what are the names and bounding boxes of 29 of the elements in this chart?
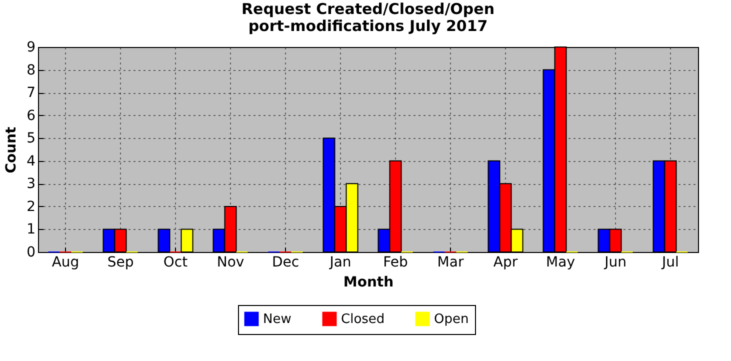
y-tick-label: 2 <box>26 198 36 215</box>
y-tick-label: 9 <box>26 40 36 56</box>
legend-label: New <box>263 312 292 327</box>
x-tick-label: May <box>546 254 575 270</box>
y-tick-label: 8 <box>26 62 36 78</box>
chart-title: Request Created/Closed/Open <box>241 0 495 18</box>
x-tick-label: Jan <box>328 254 352 270</box>
legend-label: Open <box>434 312 469 327</box>
legend-label: Closed <box>341 312 385 327</box>
y-axis-title: Count <box>4 126 20 174</box>
chart-subtitle: port-modifications July 2017 <box>248 17 488 35</box>
y-tick-label: 0 <box>26 244 36 260</box>
y-tick-label: 7 <box>26 85 36 102</box>
x-tick-label: Jul <box>661 254 679 270</box>
x-tick-label: Apr <box>493 254 518 270</box>
x-tick-label: Nov <box>216 254 244 270</box>
x-tick-label: Dec <box>272 254 300 270</box>
x-tick-label: Mar <box>437 254 464 270</box>
x-tick-label: Sep <box>107 254 134 270</box>
y-tick-label: 1 <box>26 222 36 238</box>
y-tick-label: 5 <box>26 130 36 147</box>
x-axis-title: Month <box>343 274 394 290</box>
x-tick-label: Oct <box>163 254 188 270</box>
y-tick-label: 3 <box>26 176 36 192</box>
x-tick-label: Aug <box>52 254 80 270</box>
x-tick-label: Feb <box>383 254 408 270</box>
x-tick-label: Jun <box>604 254 626 270</box>
y-tick-label: 6 <box>26 108 36 124</box>
y-tick-label: 4 <box>26 153 36 170</box>
